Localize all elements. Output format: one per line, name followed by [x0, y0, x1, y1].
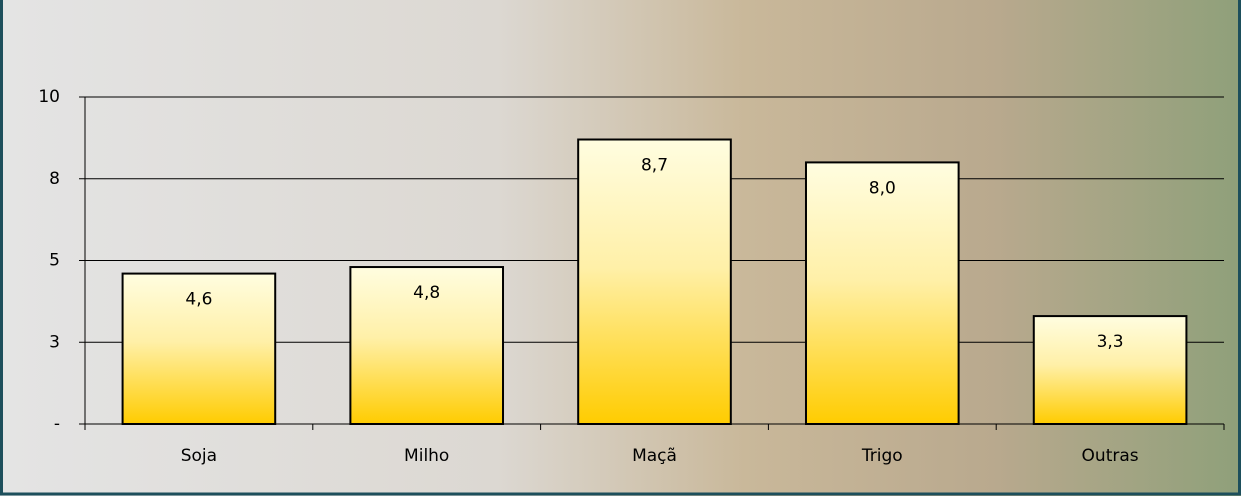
x-tick-label: Soja: [181, 446, 217, 466]
y-tick-label: -: [54, 414, 60, 434]
y-tick-label: 3: [49, 332, 60, 352]
x-tick-label: Milho: [404, 446, 449, 466]
bar: [349, 266, 505, 426]
data-label: 3,3: [1097, 332, 1124, 352]
bar: [1032, 315, 1188, 425]
y-tick-label: 10: [38, 87, 60, 107]
bar: [121, 272, 277, 425]
y-tick-label: 5: [49, 251, 60, 271]
x-tick-label: Trigo: [861, 446, 903, 466]
bar: [577, 138, 732, 425]
x-tick-label: Maçã: [632, 446, 677, 466]
data-label: 4,6: [185, 290, 212, 310]
y-tick-label: 8: [49, 169, 60, 189]
bar: [804, 161, 960, 425]
data-label: 4,8: [413, 283, 440, 303]
data-label: 8,7: [641, 156, 668, 176]
x-tick-label: Outras: [1082, 446, 1139, 466]
data-label: 8,0: [869, 178, 896, 198]
